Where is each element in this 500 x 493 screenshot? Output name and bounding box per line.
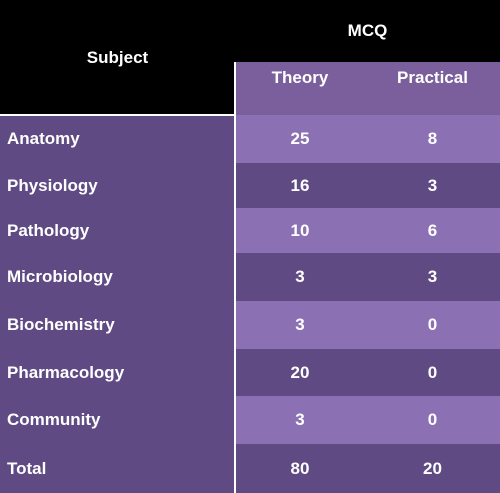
- theory-value: 3: [235, 301, 365, 349]
- practical-text: 3: [427, 175, 438, 195]
- theory-value: 3: [235, 253, 365, 301]
- header-practical-label: Practical: [397, 68, 468, 87]
- practical-text: 0: [427, 362, 438, 382]
- subject-cell: Biochemistry: [7, 315, 115, 334]
- header-mcq-label: MCQ: [347, 21, 388, 40]
- practical-value: 3: [365, 253, 500, 301]
- theory-cell: [235, 301, 500, 349]
- practical-text: 20: [423, 458, 442, 478]
- divider: [234, 62, 236, 493]
- theory-cell: [235, 444, 500, 493]
- practical-value: 3: [365, 163, 500, 208]
- subject-cell: Total: [7, 458, 47, 478]
- header-practical: Practical: [365, 62, 500, 115]
- table-row-subject: Physiology: [0, 163, 235, 208]
- theory-value: 20: [235, 349, 365, 396]
- theory-text: 80: [290, 458, 310, 478]
- practical-value: 8: [365, 115, 500, 163]
- table-row-subject: Pathology: [0, 208, 235, 253]
- theory-cell: [235, 163, 500, 208]
- subject-cell: Microbiology: [7, 267, 113, 286]
- practical-value: 0: [365, 396, 500, 444]
- theory-cell: [235, 253, 500, 301]
- table-row-total: Total: [0, 444, 235, 493]
- header-subject-label: Subject: [86, 47, 149, 67]
- theory-text: 3: [295, 410, 305, 429]
- subject-cell: Anatomy: [7, 129, 80, 148]
- subject-cell: Pharmacology: [7, 362, 125, 382]
- divider: [0, 114, 236, 116]
- header-subject: Subject: [0, 0, 235, 115]
- header-mcq: MCQ: [235, 0, 500, 62]
- subject-cell: Community: [7, 410, 101, 429]
- theory-text: 3: [295, 267, 305, 286]
- header-theory: Theory: [235, 62, 365, 115]
- practical-value: 6: [365, 208, 500, 253]
- practical-text: 3: [427, 267, 438, 286]
- practical-value: 0: [365, 349, 500, 396]
- table-row-subject: Pharmacology: [0, 349, 235, 396]
- theory-value: 16: [235, 163, 365, 208]
- practical-text: 0: [427, 410, 438, 429]
- practical-value: 0: [365, 301, 500, 349]
- practical-text: 0: [427, 315, 438, 334]
- theory-text: 16: [290, 175, 310, 195]
- theory-cell: [235, 208, 500, 253]
- subject-cell: Physiology: [7, 175, 98, 195]
- table-row-subject: Microbiology: [0, 253, 235, 301]
- theory-text: 20: [290, 362, 310, 382]
- theory-text: 3: [295, 315, 305, 334]
- theory-cell: [235, 115, 500, 163]
- table-row-subject: Biochemistry: [0, 301, 235, 349]
- table-row-subject: Community: [0, 396, 235, 444]
- theory-text: 10: [290, 220, 310, 240]
- theory-cell: [235, 349, 500, 396]
- practical-text: 8: [427, 129, 438, 148]
- practical-text: 6: [427, 220, 438, 240]
- subject-cell: Pathology: [7, 220, 90, 240]
- theory-value: 10: [235, 208, 365, 253]
- table-row-subject: Anatomy: [0, 115, 235, 163]
- theory-value: 25: [235, 115, 365, 163]
- theory-value: 3: [235, 396, 365, 444]
- header-theory-label: Theory: [271, 68, 329, 87]
- theory-cell: [235, 396, 500, 444]
- theory-value: 80: [235, 444, 365, 493]
- practical-value: 20: [365, 444, 500, 493]
- theory-text: 25: [290, 129, 310, 148]
